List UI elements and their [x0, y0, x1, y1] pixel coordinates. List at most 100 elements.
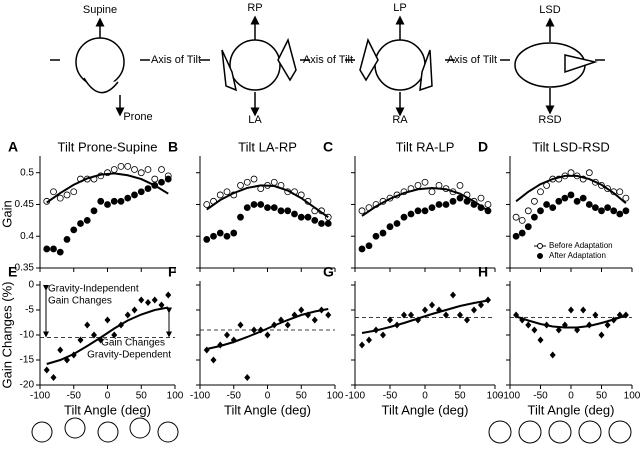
data-point [110, 197, 118, 205]
x-tick-label: -100 [30, 391, 50, 402]
data-point [250, 201, 258, 208]
data-point [429, 301, 435, 309]
data-point [537, 207, 544, 215]
x-tick-label: 100 [624, 391, 640, 402]
data-point [84, 321, 91, 329]
legend-marker [537, 243, 543, 249]
data-point [124, 311, 131, 319]
data-point [257, 201, 265, 208]
data-point [380, 331, 386, 339]
data-point [97, 197, 105, 205]
data-point [137, 169, 145, 177]
data-point [393, 220, 401, 227]
data-point [50, 374, 57, 381]
fit-curve [46, 172, 169, 204]
data-point [43, 245, 51, 253]
data-point [237, 182, 244, 189]
data-point [264, 204, 271, 212]
data-point [165, 291, 172, 299]
x-tick-label: 100 [487, 391, 504, 402]
data-point [223, 188, 231, 196]
data-point [216, 191, 224, 199]
data-point [372, 232, 380, 240]
data-point [56, 194, 64, 202]
data-point [56, 248, 64, 256]
data-point [270, 178, 278, 186]
data-point [137, 188, 145, 196]
data-point [580, 306, 587, 314]
data-point [70, 226, 78, 234]
fit-curve [515, 174, 627, 204]
data-point [70, 188, 78, 196]
data-point [592, 311, 599, 319]
data-point [144, 185, 152, 192]
data-point [50, 188, 57, 196]
x-tick-label: 100 [327, 391, 344, 402]
data-point [386, 223, 394, 231]
panel-letter: E [8, 264, 17, 280]
fit-curve [206, 308, 329, 350]
data-point [210, 232, 217, 240]
data-point [524, 207, 532, 215]
data-point [243, 178, 251, 186]
data-point [449, 197, 457, 205]
data-point [359, 341, 365, 349]
data-point [518, 216, 526, 224]
x-axis-label: Tilt Angle (deg) [64, 402, 151, 417]
data-point [131, 191, 138, 199]
panel-letter: G [323, 264, 334, 280]
data-point [457, 311, 463, 319]
panel-letter: D [478, 139, 488, 155]
x-tick-label: 0 [265, 391, 271, 402]
data-point [421, 207, 429, 215]
data-point [456, 194, 464, 202]
legend-label: After Adaptation [549, 251, 606, 260]
data-point [567, 169, 575, 177]
panel-title: Tilt RA-LP [396, 139, 455, 154]
data-point [525, 321, 532, 329]
data-point [91, 331, 97, 339]
data-point [151, 175, 159, 183]
data-point [366, 336, 372, 344]
y-tick-label: 0.35 [15, 263, 35, 274]
panel-letter: F [168, 264, 177, 280]
data-point [284, 207, 292, 215]
data-point [151, 296, 158, 304]
annotation: Gain Changes [101, 338, 165, 349]
y-tick-label: -15 [20, 355, 35, 366]
data-point [585, 201, 593, 208]
data-point [291, 210, 298, 218]
data-point [311, 216, 319, 224]
data-point [63, 236, 71, 243]
fit-curve [361, 299, 489, 334]
x-axis-label: Tilt Angle (deg) [224, 402, 311, 417]
data-point [297, 213, 305, 221]
data-point [203, 201, 211, 208]
data-point [442, 201, 450, 208]
y-tick-label: 0.45 [15, 199, 35, 210]
panel-letter: C [323, 139, 333, 155]
x-tick-label: -100 [345, 391, 365, 402]
data-point [512, 232, 520, 240]
y-tick-label: -5 [25, 305, 34, 316]
data-point [216, 229, 224, 237]
data-point [158, 178, 165, 186]
data-point [237, 213, 244, 221]
data-point [585, 169, 593, 177]
fit-curve [515, 314, 627, 329]
data-point [598, 207, 605, 215]
data-point [401, 311, 407, 319]
data-point [131, 166, 138, 173]
data-point [318, 220, 325, 227]
data-point [610, 207, 618, 215]
data-point [464, 316, 470, 324]
data-point [400, 213, 408, 221]
diagram-label: Prone [123, 111, 152, 123]
data-point [567, 191, 575, 199]
diagram-label: LP [393, 2, 406, 14]
data-point [616, 188, 624, 196]
data-point [561, 194, 569, 202]
data-point [230, 229, 238, 237]
data-point [477, 194, 485, 202]
